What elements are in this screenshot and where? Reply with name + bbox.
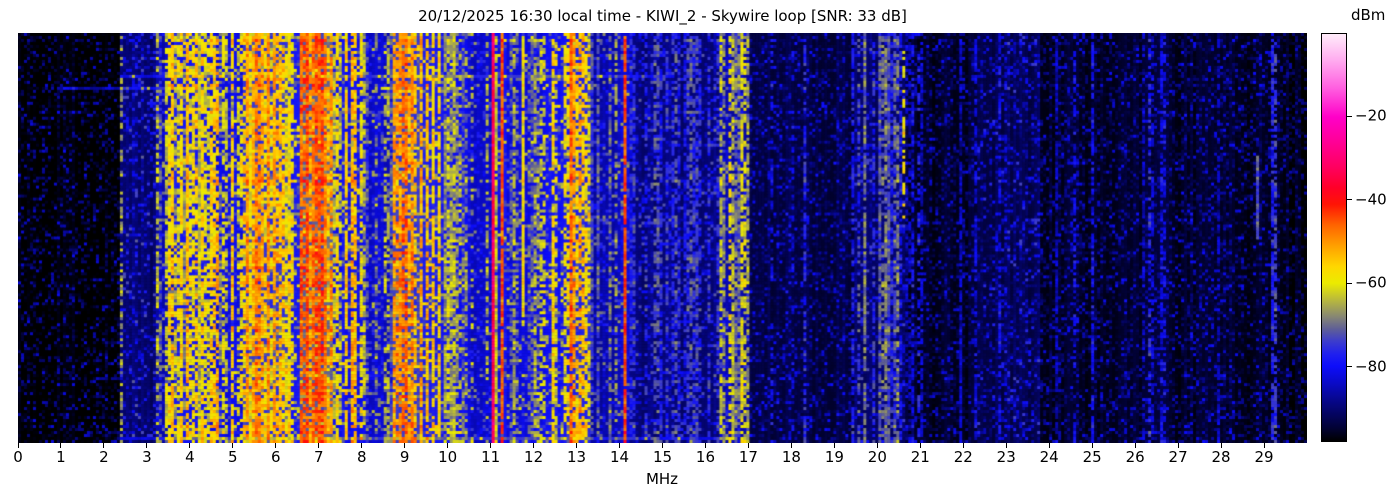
x-tick-label: 29 [1254, 448, 1274, 466]
x-tick-mark [1134, 443, 1136, 448]
x-tick-label: 7 [313, 448, 324, 466]
x-axis: 0 1 2 3 4 5 6 7 8 9 10 11 12 13 14 15 16 17 18 19 20 21 22 23 24… [13, 443, 1307, 473]
x-tick-mark [1177, 443, 1179, 448]
x-tick-label: 17 [738, 448, 758, 466]
colorbar-tick-label: −40 [1355, 190, 1387, 209]
plot-area [18, 33, 1307, 443]
x-tick-mark [533, 443, 535, 448]
x-tick-mark [361, 443, 363, 448]
x-tick-mark [189, 443, 191, 448]
colorbar-tick-label: −60 [1355, 273, 1387, 292]
x-tick-label: 10 [438, 448, 458, 466]
x-tick-mark [747, 443, 749, 448]
x-tick-label: 13 [567, 448, 587, 466]
x-tick-mark [662, 443, 663, 448]
x-tick-mark [1048, 443, 1050, 448]
x-tick-mark [490, 443, 492, 448]
x-tick-mark [275, 443, 277, 448]
colorbar-tick-mark [1347, 366, 1352, 368]
x-tick-label: 27 [1168, 448, 1188, 466]
x-tick-mark [962, 443, 964, 448]
chart-title: 20/12/2025 16:30 local time - KIWI_2 - S… [418, 7, 907, 25]
x-tick-label: 5 [228, 448, 238, 466]
x-tick-label: 11 [481, 448, 501, 466]
x-tick-label: 9 [399, 448, 410, 466]
x-tick-label: 8 [356, 448, 367, 466]
x-tick-label: 19 [824, 448, 844, 466]
x-tick-label: 6 [271, 448, 281, 466]
x-tick-mark [1005, 443, 1007, 448]
x-tick-label: 3 [142, 448, 152, 466]
colorbar [1321, 33, 1347, 442]
x-tick-mark [60, 443, 62, 448]
x-tick-label: 21 [910, 448, 930, 466]
x-tick-mark [1091, 443, 1093, 448]
x-tick-label: 22 [953, 448, 973, 466]
x-tick-label: 15 [652, 448, 673, 466]
x-tick-label: 14 [609, 448, 630, 466]
x-tick-label: 28 [1211, 448, 1231, 466]
x-tick-label: 25 [1082, 448, 1102, 466]
x-tick-label: 2 [99, 448, 109, 466]
x-tick-label: 20 [867, 448, 887, 466]
x-tick-label: 24 [1039, 448, 1059, 466]
colorbar-tick-label: −20 [1355, 106, 1387, 125]
colorbar-unit-label: dBm [1351, 6, 1386, 24]
x-tick-mark [17, 443, 19, 448]
x-tick-mark [790, 443, 792, 448]
colorbar-ticks: −20 −40 −60 −80 [1347, 33, 1399, 442]
colorbar-tick-mark [1347, 282, 1352, 284]
x-tick-label: 0 [13, 448, 23, 466]
x-tick-mark [318, 443, 320, 448]
x-tick-label: 26 [1125, 448, 1145, 466]
x-tick-mark [576, 443, 578, 448]
x-tick-label: 4 [185, 448, 195, 466]
x-tick-mark [876, 443, 878, 448]
x-tick-mark [146, 443, 148, 448]
x-tick-mark [833, 443, 835, 448]
x-tick-label: 16 [695, 448, 715, 466]
x-tick-mark [232, 443, 234, 448]
x-tick-label: 12 [524, 448, 544, 466]
x-tick-label: 23 [996, 448, 1016, 466]
x-tick-mark [447, 443, 449, 448]
colorbar-tick-mark [1347, 115, 1352, 117]
x-tick-mark [919, 443, 921, 448]
x-tick-mark [1263, 443, 1265, 448]
x-tick-mark [1220, 443, 1222, 448]
x-tick-mark [704, 443, 706, 448]
x-tick-label: 1 [56, 448, 66, 466]
x-axis-label: MHz [645, 470, 679, 488]
x-tick-label: 18 [781, 448, 801, 466]
x-tick-mark [404, 443, 406, 448]
x-tick-mark [103, 443, 105, 448]
colorbar-tick-label: −80 [1355, 357, 1387, 376]
colorbar-tick-mark [1347, 199, 1352, 201]
waterfall-canvas [18, 33, 1307, 443]
x-tick-mark [619, 443, 621, 448]
